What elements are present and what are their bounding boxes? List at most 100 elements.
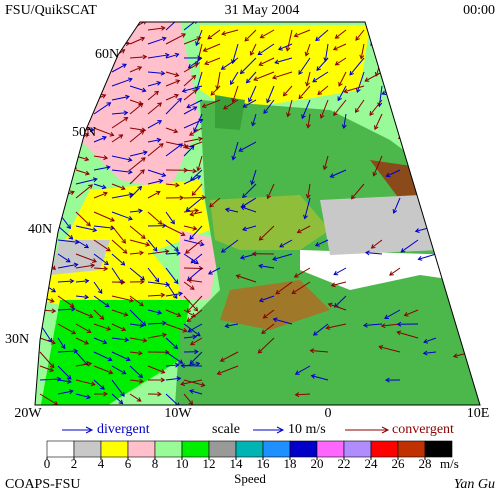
- wind-arrow-head: [54, 215, 60, 221]
- wind-arrow: [93, 166, 110, 171]
- wind-arrow: [147, 139, 161, 143]
- wind-arrow-head: [437, 190, 443, 195]
- wind-arrow: [75, 178, 97, 185]
- wind-arrow: [93, 281, 103, 294]
- wind-arrow-head: [259, 33, 265, 39]
- wind-arrow-head: [84, 340, 90, 345]
- wind-arrow: [75, 337, 89, 345]
- wind-arrow-head: [277, 46, 283, 51]
- wind-arrow: [423, 337, 437, 343]
- wind-arrow: [129, 252, 144, 255]
- wind-arrow: [232, 43, 239, 64]
- wind-arrow-head: [121, 326, 127, 332]
- wind-arrow: [129, 151, 147, 157]
- wind-arrow-head: [238, 147, 244, 152]
- wind-arrow-head: [173, 279, 179, 285]
- wind-arrow: [111, 253, 125, 266]
- wind-arrow: [278, 43, 293, 51]
- wind-arrow: [349, 57, 365, 76]
- wind-arrow: [165, 183, 179, 186]
- colorbar-box: [154, 440, 183, 458]
- wind-arrow: [75, 108, 92, 115]
- wind-arrow: [304, 197, 311, 219]
- colorbar-box: [127, 440, 156, 458]
- wind-arrow: [183, 239, 204, 246]
- wind-arrow: [57, 323, 76, 334]
- wind-arrow-head: [396, 330, 402, 336]
- wind-arrow-head: [293, 32, 299, 38]
- wind-arrow: [111, 323, 126, 331]
- wind-arrow: [183, 295, 198, 312]
- wind-arrow-head: [73, 78, 79, 83]
- wind-arrow-head: [403, 123, 409, 128]
- wind-arrow-head: [84, 294, 90, 300]
- wind-arrow-head: [377, 102, 383, 108]
- wind-arrow-head: [180, 381, 186, 387]
- wind-arrow-head: [266, 194, 272, 200]
- wind-arrow: [57, 280, 74, 283]
- wind-arrow: [316, 57, 329, 71]
- wind-arrow-head: [120, 279, 126, 285]
- wind-arrow: [129, 295, 144, 307]
- wind-arrow: [129, 37, 145, 45]
- wind-arrow: [257, 43, 275, 56]
- wind-arrow-head: [66, 224, 71, 230]
- wind-arrow: [259, 295, 275, 302]
- wind-arrow: [202, 99, 221, 108]
- colorbar-tick-label: 20: [311, 456, 324, 471]
- wind-arrow-head: [194, 259, 199, 265]
- wind-arrow-head: [152, 246, 158, 252]
- wind-arrow: [403, 113, 419, 128]
- wind-arrow: [188, 57, 203, 69]
- wind-arrow: [111, 239, 128, 254]
- wind-arrow-head: [258, 263, 263, 269]
- wind-arrow: [111, 295, 134, 302]
- wind-arrow: [147, 267, 160, 283]
- wind-arrow: [221, 29, 239, 35]
- wind-arrow-head: [140, 279, 145, 285]
- wind-arrow-head: [315, 36, 320, 42]
- wind-arrow: [165, 267, 179, 284]
- colorbar-box: [343, 440, 372, 458]
- wind-arrow-head: [178, 16, 182, 20]
- colorbar-box: [397, 440, 426, 458]
- wind-arrow-head: [441, 62, 447, 68]
- wind-arrow: [129, 309, 146, 326]
- lon-label: 10W: [164, 406, 192, 421]
- wind-arrow: [147, 309, 162, 314]
- wind-arrow: [57, 337, 66, 349]
- wind-arrow: [259, 265, 275, 269]
- wind-arrow-head: [251, 121, 256, 127]
- wind-arrow-head: [384, 314, 389, 320]
- wind-arrow: [183, 119, 203, 129]
- wind-arrow: [75, 43, 97, 47]
- wind-arrow-head: [332, 46, 338, 51]
- wind-arrow-head: [438, 223, 444, 229]
- colorbar-tick-label: 24: [365, 456, 379, 471]
- wind-arrow: [147, 82, 161, 87]
- wind-arrow: [221, 239, 239, 253]
- wind-arrow: [57, 295, 75, 308]
- wind-arrow-head: [239, 69, 245, 75]
- wind-arrow-head: [51, 287, 57, 293]
- wind-arrow-head: [304, 51, 310, 57]
- wind-arrow-head: [123, 110, 129, 116]
- wind-arrow-head: [242, 193, 247, 199]
- wind-arrow: [57, 43, 72, 46]
- wind-arrow: [188, 279, 203, 283]
- wind-arrow: [39, 52, 59, 59]
- wind-arrow: [185, 239, 203, 254]
- wind-arrow-head: [50, 38, 56, 44]
- wind-arrow: [57, 253, 71, 263]
- wind-arrow-head: [189, 389, 194, 394]
- wind-arrow-head: [160, 70, 166, 76]
- wind-arrow-head: [104, 24, 110, 29]
- wind-arrow: [147, 211, 163, 225]
- colorbar-tick-label: 4: [98, 456, 105, 471]
- wind-arrow-head: [84, 133, 89, 138]
- wind-arrow-head: [245, 78, 251, 84]
- wind-arrow-head: [192, 334, 198, 340]
- wind-arrow: [400, 239, 419, 253]
- wind-arrow: [39, 106, 54, 115]
- wind-arrow-head: [49, 363, 55, 369]
